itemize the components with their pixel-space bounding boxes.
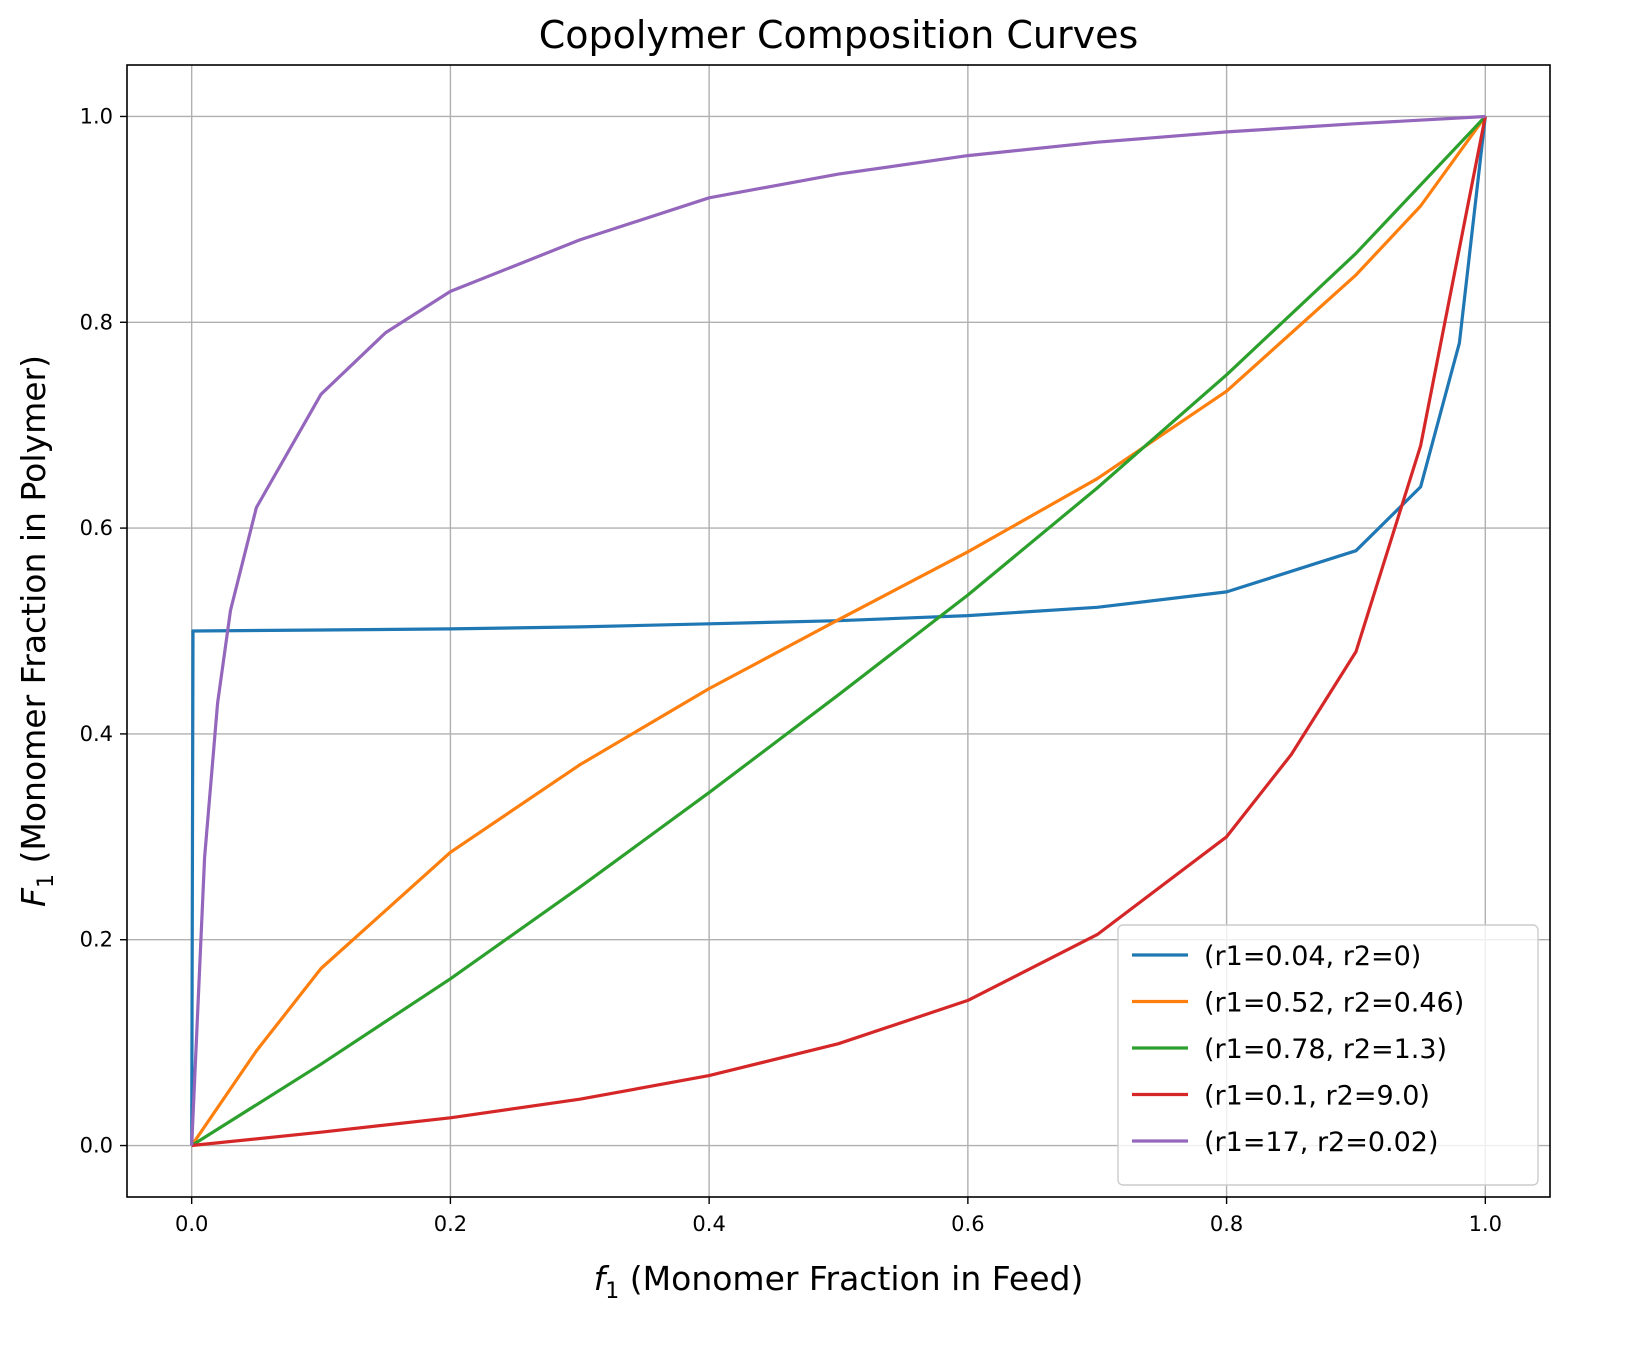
y-axis-subscript: 1 [34, 874, 59, 888]
series-line-4 [191, 116, 1487, 1148]
legend-label-5: (r1=17, r2=0.02) [1204, 1127, 1439, 1158]
legend: (r1=0.04, r2=0) (r1=0.52, r2=0.46) (r1=0.7… [1117, 924, 1539, 1186]
legend-box [1117, 924, 1539, 1186]
x-axis-subscript: 1 [605, 1279, 619, 1304]
plot-frame [126, 64, 1551, 1198]
legend-label-4: (r1=0.1, r2=9.0) [1204, 1081, 1430, 1112]
x-tick-label: 0.4 [692, 1212, 725, 1236]
y-tick-label: 1.0 [80, 104, 113, 128]
legend-label-3: (r1=0.78, r2=1.3) [1204, 1034, 1447, 1065]
y-tick-label: 0.4 [80, 722, 113, 746]
y-tick-label: 0.8 [80, 310, 113, 334]
x-tick-label: 0.2 [434, 1212, 467, 1236]
x-tick-label: 0.8 [1210, 1212, 1243, 1236]
y-tick-label: 0.0 [80, 1134, 113, 1158]
x-tick-label: 0.6 [951, 1212, 984, 1236]
legend-label-1: (r1=0.04, r2=0) [1204, 941, 1421, 972]
ticks: 0.0 0.2 0.4 0.6 0.8 1.0 0.0 0.2 0.4 0.6 0.8 1.0 [80, 104, 1502, 1236]
series-line-3 [190, 115, 1487, 1147]
y-tick-label: 0.2 [80, 928, 113, 952]
legend-label-2: (r1=0.52, r2=0.46) [1204, 988, 1464, 1019]
x-axis-label: f1 (Monomer Fraction in Feed) [594, 1259, 1084, 1304]
grid [127, 65, 1550, 1197]
y-axis-label: F1 (Monomer Fraction in Polymer) [14, 355, 59, 907]
x-tick-label: 1.0 [1469, 1212, 1502, 1236]
series-layer [190, 114, 1487, 1148]
series-line-2 [190, 115, 1487, 1147]
series-line-5 [190, 114, 1486, 1146]
series-line-1 [190, 116, 1487, 1146]
legend-entries: (r1=0.04, r2=0) (r1=0.52, r2=0.46) (r1=0.7… [1132, 941, 1464, 1158]
y-axis-text: (Monomer Fraction in Polymer) [14, 355, 53, 874]
y-axis-symbol: F [14, 887, 53, 907]
y-tick-label: 0.6 [80, 516, 113, 540]
x-tick-label: 0.0 [175, 1212, 208, 1236]
x-axis-text: (Monomer Fraction in Feed) [619, 1259, 1083, 1298]
chart-title: Copolymer Composition Curves [539, 13, 1139, 57]
